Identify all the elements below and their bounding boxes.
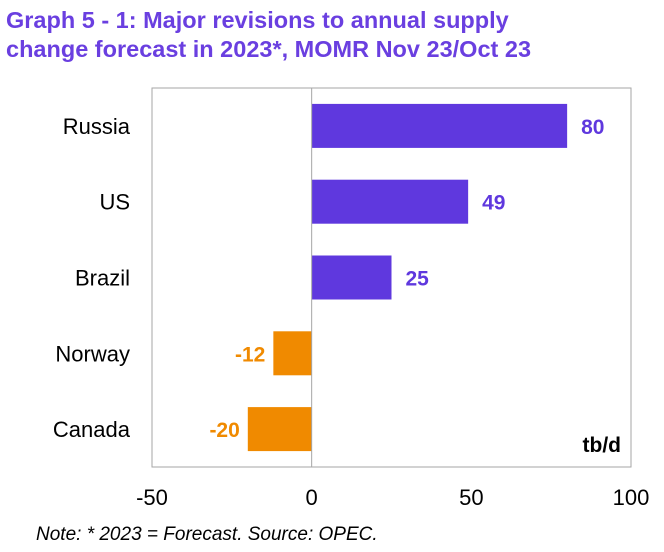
unit-label: tb/d [583, 434, 621, 457]
category-label-brazil: Brazil [75, 266, 130, 291]
labels-layer: Russia 80 US 49 Brazil 25 Norway -12 Canada -20 [53, 114, 605, 442]
data-label-russia: 80 [581, 116, 604, 139]
category-label-canada: Canada [53, 417, 131, 442]
category-label-us: US [99, 190, 130, 215]
bar-russia [311, 103, 568, 148]
bar-canada [247, 407, 312, 452]
bar-brazil [311, 255, 392, 300]
data-label-us: 49 [482, 192, 505, 215]
data-label-norway: -12 [235, 343, 265, 366]
x-tick-label-minus-50: -50 [136, 485, 168, 510]
chart-title-line-1: Graph 5 - 1: Major revisions to annual s… [6, 7, 509, 33]
chart-title-line-2: change forecast in 2023*, MOMR Nov 23/Oc… [6, 36, 532, 62]
category-label-russia: Russia [63, 114, 131, 139]
bar-norway [273, 331, 312, 376]
x-tick-label-100: 100 [613, 485, 650, 510]
category-label-norway: Norway [55, 341, 130, 366]
bars-layer [247, 88, 568, 467]
x-tick-label-50: 50 [459, 485, 483, 510]
source-note: Note: * 2023 = Forecast. Source: OPEC. [36, 524, 378, 545]
ticks-layer: -50 0 50 100 [136, 485, 649, 510]
plot-area [151, 87, 632, 468]
data-label-brazil: 25 [406, 268, 430, 291]
chart-title: Graph 5 - 1: Major revisions to annual s… [6, 6, 656, 64]
bar-us [311, 179, 469, 224]
data-label-canada: -20 [209, 419, 239, 442]
x-tick-label-0: 0 [306, 485, 318, 510]
